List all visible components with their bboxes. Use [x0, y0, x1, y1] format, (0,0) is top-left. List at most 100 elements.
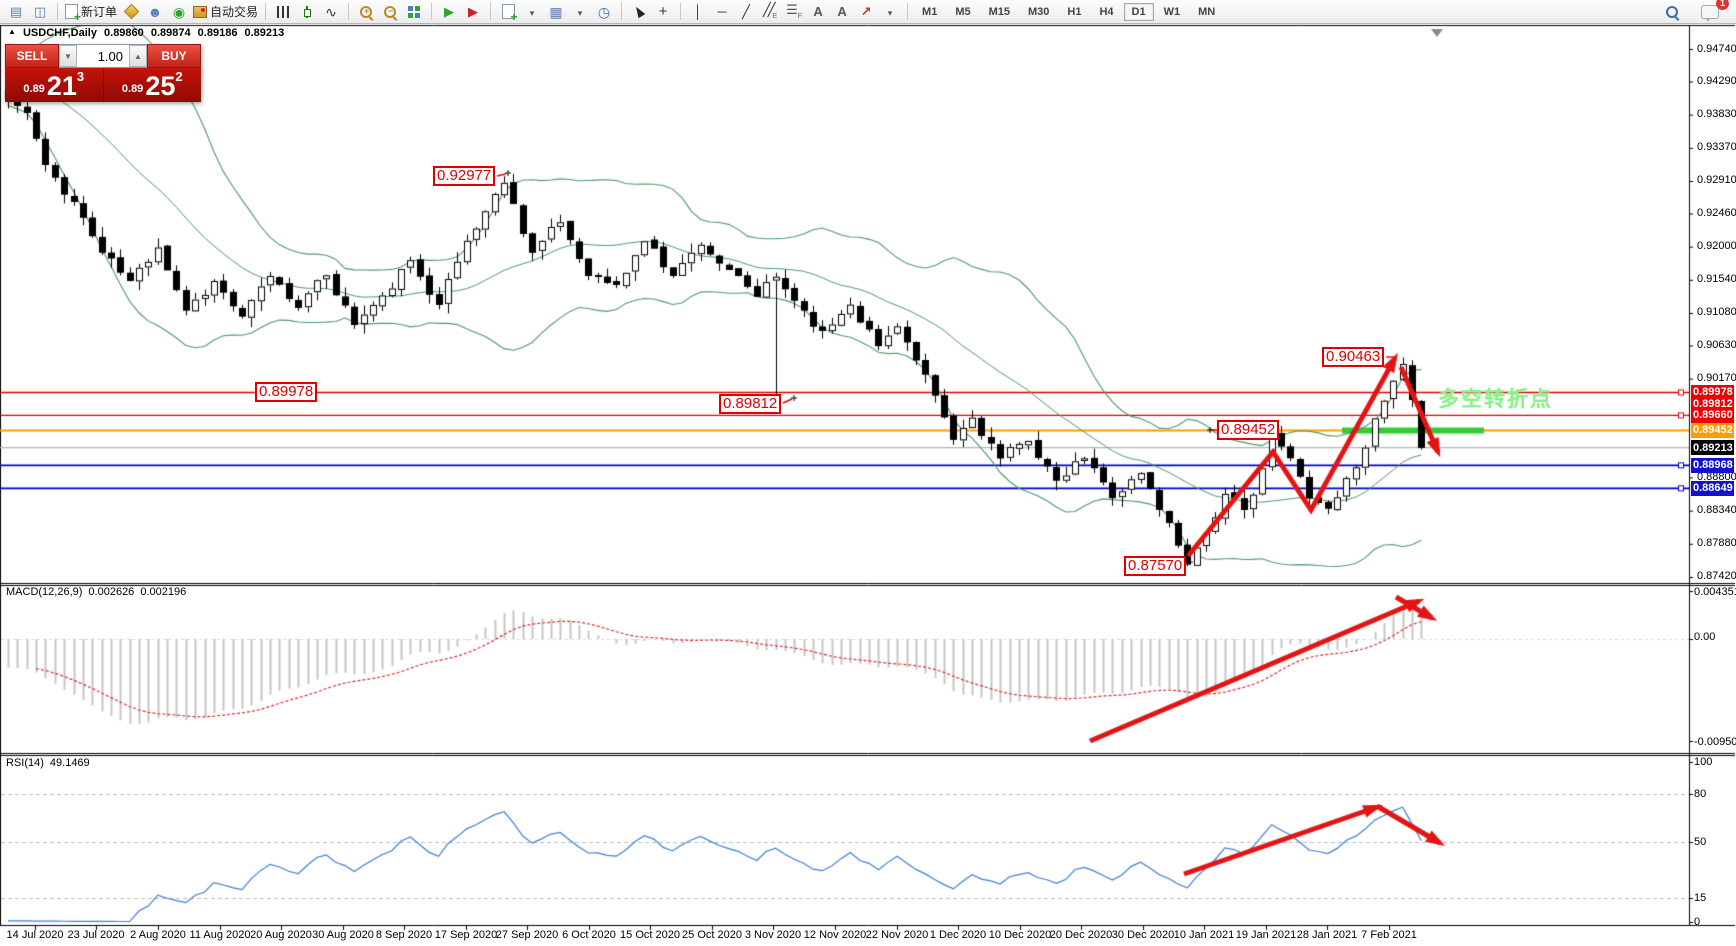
tile-windows-icon[interactable] [402, 2, 426, 22]
toolbar-separator [680, 3, 682, 20]
symbol-ohlc-bar[interactable]: ▲ USDCHF,Daily 0.89860 0.89874 0.89186 0… [8, 27, 288, 39]
horizontal-line-icon[interactable] [710, 2, 734, 22]
period-clock-icon[interactable] [592, 2, 616, 22]
zoom-in-icon[interactable]: + [354, 2, 378, 22]
equidistant-channel-icon [763, 3, 777, 20]
timeframe-h4-button[interactable]: H4 [1099, 5, 1114, 18]
auto-scroll-icon [444, 5, 454, 18]
chart-shift-icon[interactable] [461, 2, 485, 22]
new-order-button [65, 4, 81, 23]
macd-main-value: 0.002626 [88, 586, 135, 598]
timeframe-w1-button[interactable]: W1 [1163, 5, 1181, 18]
sell-price[interactable]: 0.89 21 3 [5, 68, 104, 102]
text-icon [813, 5, 822, 18]
charts-list-icon[interactable] [4, 2, 28, 22]
chevron-down-icon[interactable] [878, 2, 902, 22]
timeframe-m5-button[interactable]: M5 [955, 5, 971, 18]
profiles-icon[interactable] [544, 2, 568, 22]
auto-scroll-icon[interactable] [437, 2, 461, 22]
chevron-down-icon[interactable] [520, 2, 544, 22]
one-click-trading-panel: SELL ▼ 1.00 ▲ BUY 0.89 21 3 0.89 25 2 [5, 44, 201, 102]
chart-shift-icon [468, 5, 478, 18]
price-annotation-label[interactable]: 0.87570 [1124, 556, 1187, 577]
rsi-name: RSI(14) [6, 757, 44, 769]
text-icon[interactable] [806, 2, 830, 22]
ohlc-low: 0.89186 [197, 27, 238, 39]
toolbar-separator [431, 3, 433, 20]
cursor-icon[interactable] [627, 2, 651, 22]
timeframe-d1-button[interactable]: D1 [1123, 2, 1154, 21]
buy-price[interactable]: 0.89 25 2 [104, 68, 202, 102]
toolbar-separator [907, 3, 909, 20]
notifications-icon[interactable]: 1 [1698, 0, 1729, 22]
zoom-out-icon[interactable]: − [378, 2, 402, 22]
trendline-icon [742, 5, 750, 18]
rsi-indicator-label: RSI(14) 49.1469 [6, 757, 96, 769]
new-chart-icon [501, 4, 518, 23]
vertical-line-icon[interactable] [686, 2, 710, 22]
macd-name: MACD(12,26,9) [6, 586, 83, 598]
signals-icon[interactable] [167, 2, 191, 22]
crosshair-icon[interactable] [651, 2, 675, 22]
line-chart-icon[interactable] [319, 2, 343, 22]
magnifier-sign: − [388, 5, 394, 16]
bar-chart-icon[interactable] [271, 2, 295, 22]
fibonacci-icon[interactable] [782, 2, 806, 22]
volume-decrease-button[interactable]: ▼ [59, 45, 77, 67]
search-icon[interactable] [1660, 2, 1684, 22]
chevron-down-icon[interactable] [568, 2, 592, 22]
horizontal-line-icon [717, 5, 726, 18]
volume-increase-button[interactable]: ▲ [129, 45, 147, 67]
text-label-icon[interactable] [830, 2, 854, 22]
chinese-annotation[interactable]: 多空转折点 [1438, 388, 1553, 411]
chat-bubble-icon [1701, 4, 1719, 22]
chevron-down-icon [578, 5, 583, 18]
autotrading-button[interactable]: 自动交易 [191, 2, 260, 22]
arrows-tool-icon[interactable] [854, 2, 878, 22]
market-icon [148, 5, 163, 19]
sell-price-pips: 21 [46, 71, 77, 101]
buy-price-pips: 25 [145, 71, 176, 101]
price-annotation-label[interactable]: 0.89812 [719, 394, 782, 415]
toolbar-separator [348, 3, 350, 20]
chevron-down-icon [530, 5, 535, 18]
sell-button[interactable]: SELL [5, 44, 59, 68]
timeframe-m15-button[interactable]: M15 [988, 5, 1010, 18]
arrows-tool-icon [861, 5, 872, 18]
macd-signal-value: 0.002196 [140, 586, 187, 598]
price-annotation-label[interactable]: 0.89978 [255, 382, 318, 403]
timeframe-m1-button[interactable]: M1 [922, 5, 938, 18]
price-annotation-label[interactable]: 0.89452 [1217, 420, 1280, 441]
buy-price-point: 2 [175, 69, 183, 84]
zoom-in-icon: + [360, 5, 373, 18]
new-chart-icon[interactable] [496, 2, 520, 23]
bar-chart-icon [277, 5, 290, 18]
volume-control: ▼ 1.00 ▲ [59, 44, 147, 68]
data-window-icon[interactable] [28, 2, 52, 22]
vertical-line-icon [694, 5, 702, 18]
toolbar-separator [621, 3, 623, 20]
period-clock-icon [598, 5, 610, 19]
volume-input[interactable]: 1.00 [97, 48, 123, 64]
metaeditor-icon[interactable] [119, 2, 143, 22]
new-order-button[interactable]: 新订单 [63, 2, 119, 23]
metaeditor-icon [123, 3, 139, 20]
market-icon[interactable] [143, 2, 167, 22]
candlestick-chart-icon[interactable] [295, 2, 319, 22]
zoom-out-icon: − [384, 5, 397, 18]
toolbar-separator [57, 3, 58, 20]
timeframe-group: M1 M5 M15 M30 H1 H4 D1 W1 MN [913, 2, 1224, 21]
chevron-down-icon [888, 5, 893, 18]
price-annotation-label[interactable]: 0.90463 [1322, 347, 1385, 368]
trendline-icon[interactable] [734, 2, 758, 22]
buy-button[interactable]: BUY [147, 44, 201, 68]
price-annotation-label[interactable]: 0.92977 [433, 166, 496, 187]
equidistant-channel-icon[interactable] [758, 2, 782, 22]
collapse-icon[interactable]: ▲ [8, 27, 16, 36]
autotrading-button-label: 自动交易 [210, 5, 259, 19]
timeframe-h1-button[interactable]: H1 [1067, 5, 1082, 18]
timeframe-mn-button[interactable]: MN [1198, 5, 1216, 18]
timeframe-m30-button[interactable]: M30 [1028, 5, 1050, 18]
notification-badge: 1 [1716, 0, 1729, 10]
